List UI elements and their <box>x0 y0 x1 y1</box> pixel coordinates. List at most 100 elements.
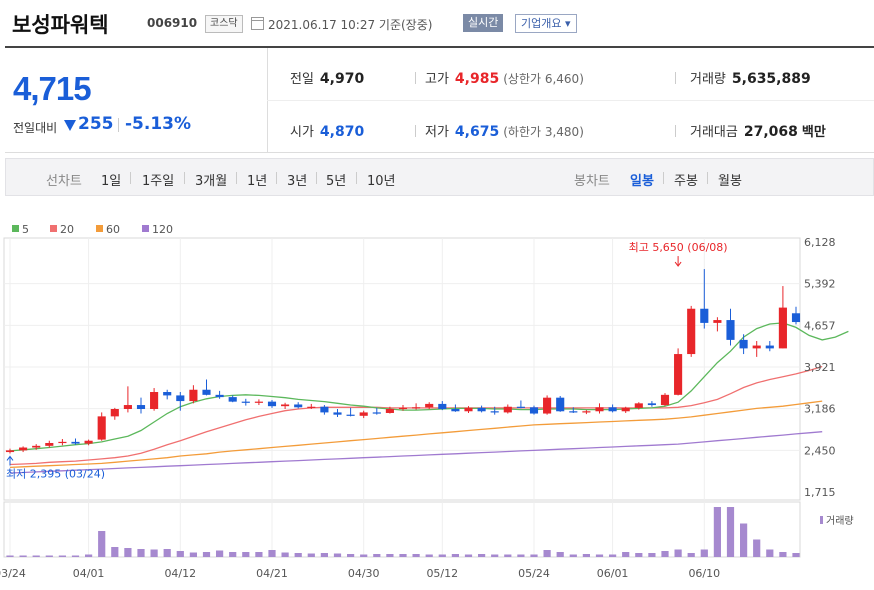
period-1y[interactable]: 1년 <box>247 174 268 189</box>
candle <box>71 438 80 445</box>
candle-body <box>464 407 473 412</box>
volume-bar <box>792 553 800 557</box>
x-tick-label: 04/21 <box>256 567 288 580</box>
candle <box>333 409 342 417</box>
candle <box>621 406 630 413</box>
candle <box>516 400 525 409</box>
volume-bar <box>6 555 14 557</box>
candle <box>19 446 28 453</box>
candle <box>123 386 132 413</box>
y-tick-label: 4,657 <box>804 319 836 332</box>
volume-bar <box>766 549 774 557</box>
period-3y[interactable]: 3년 <box>287 174 308 189</box>
period-separator <box>663 172 664 184</box>
candle <box>687 305 696 357</box>
candle-daily[interactable]: 일봉 <box>630 174 654 189</box>
candle <box>425 402 434 410</box>
candle-body <box>556 397 565 412</box>
stock-header: 보성파워텍 006910 코스닥 2021.06.17 10:27 기준(장중)… <box>0 0 874 46</box>
candle <box>254 399 263 406</box>
candle-body <box>621 407 630 412</box>
candle-body <box>398 407 408 410</box>
candle-body <box>595 407 604 412</box>
period-10y[interactable]: 10년 <box>367 174 396 189</box>
realtime-button[interactable]: 실시간 <box>463 14 504 32</box>
price-change: 255 <box>78 114 114 134</box>
chart-axes: 6,128 5,392 4,657 3,921 3,186 2,450 1,715 03/24… <box>0 236 854 580</box>
cell-divider <box>675 72 676 84</box>
volume-bar <box>713 507 722 557</box>
x-tick-label: 05/12 <box>426 567 458 580</box>
candle-body <box>608 407 617 412</box>
volume-bar <box>19 555 27 557</box>
candle-body <box>503 406 512 413</box>
candle-body <box>333 412 342 415</box>
candle-body <box>307 406 316 408</box>
candle <box>307 403 316 410</box>
candle <box>136 397 146 414</box>
x-tick-label: 06/10 <box>688 567 720 580</box>
high-cell: 고가 4,985 (상한가 6,460) <box>425 68 584 87</box>
candle <box>320 405 329 415</box>
summary-row-divider <box>267 100 874 101</box>
volume-bar <box>84 554 93 557</box>
period-3m[interactable]: 3개월 <box>195 174 228 189</box>
volume-bar <box>294 553 302 557</box>
low-label: 저가 <box>425 125 449 140</box>
candle-body <box>136 405 146 410</box>
period-5y[interactable]: 5년 <box>326 174 347 189</box>
candle <box>477 405 486 413</box>
volume-legend-label: 거래량 <box>826 515 854 527</box>
candle-body <box>281 404 290 407</box>
candle-body <box>516 406 525 408</box>
candle <box>490 406 499 415</box>
volume-bar <box>569 554 577 557</box>
period-1d[interactable]: 1일 <box>101 174 122 189</box>
candle-body <box>228 397 237 402</box>
candle-body <box>765 345 774 349</box>
volume-bar <box>281 552 289 557</box>
candle-body <box>123 405 132 410</box>
ma5-line <box>9 322 849 452</box>
candle <box>241 398 250 406</box>
period-1w[interactable]: 1주일 <box>142 174 175 189</box>
volume-bar <box>32 555 40 557</box>
candle <box>543 395 552 415</box>
candle <box>32 444 41 450</box>
period-separator <box>707 172 708 184</box>
candle-body <box>202 389 211 395</box>
candle-body <box>110 409 119 417</box>
candle <box>228 395 237 403</box>
prev-close-value: 4,970 <box>319 71 365 87</box>
volume-cell: 거래량 5,635,889 <box>690 68 811 87</box>
volume-bar <box>229 552 237 557</box>
candle-body <box>215 394 224 398</box>
chart-annotations: 최고 5,650 (06/08) 최저 2,395 (03/24) <box>6 241 728 480</box>
candle-body <box>752 345 761 349</box>
candle-weekly[interactable]: 주봉 <box>674 174 698 189</box>
min-arrow-head <box>6 455 14 461</box>
legend-swatch-120 <box>142 225 149 232</box>
candle <box>647 401 656 407</box>
line-chart-label: 선차트 <box>46 174 82 189</box>
stock-name: 보성파워텍 <box>12 13 109 37</box>
volume-bar <box>504 554 512 557</box>
candle-body <box>150 392 159 410</box>
volume-plot-frame <box>3 501 801 558</box>
candle <box>412 403 421 410</box>
volume-bar <box>255 552 263 557</box>
candle-body <box>674 354 683 395</box>
volume-bars <box>6 507 800 557</box>
max-arrow-head <box>674 261 682 267</box>
low-value: 4,675 <box>454 124 500 140</box>
period-selector: 선차트 1일 1주일 3개월 1년 3년 5년 10년 봉차트 일봉 주봉 월봉 <box>5 158 874 196</box>
candle-monthly[interactable]: 월봉 <box>718 174 742 189</box>
candle <box>739 334 748 355</box>
candle-body <box>45 442 54 446</box>
candle <box>346 407 355 417</box>
header-divider <box>5 46 874 48</box>
stock-candle-chart: 5 20 60 120 6,128 5,392 4,657 3,921 3,186 2,450 1… <box>0 223 854 580</box>
prev-close-cell: 전일 4,970 <box>290 68 364 87</box>
volume-bar <box>71 555 80 557</box>
company-overview-dropdown[interactable]: 기업개요 ▾ <box>515 14 577 33</box>
